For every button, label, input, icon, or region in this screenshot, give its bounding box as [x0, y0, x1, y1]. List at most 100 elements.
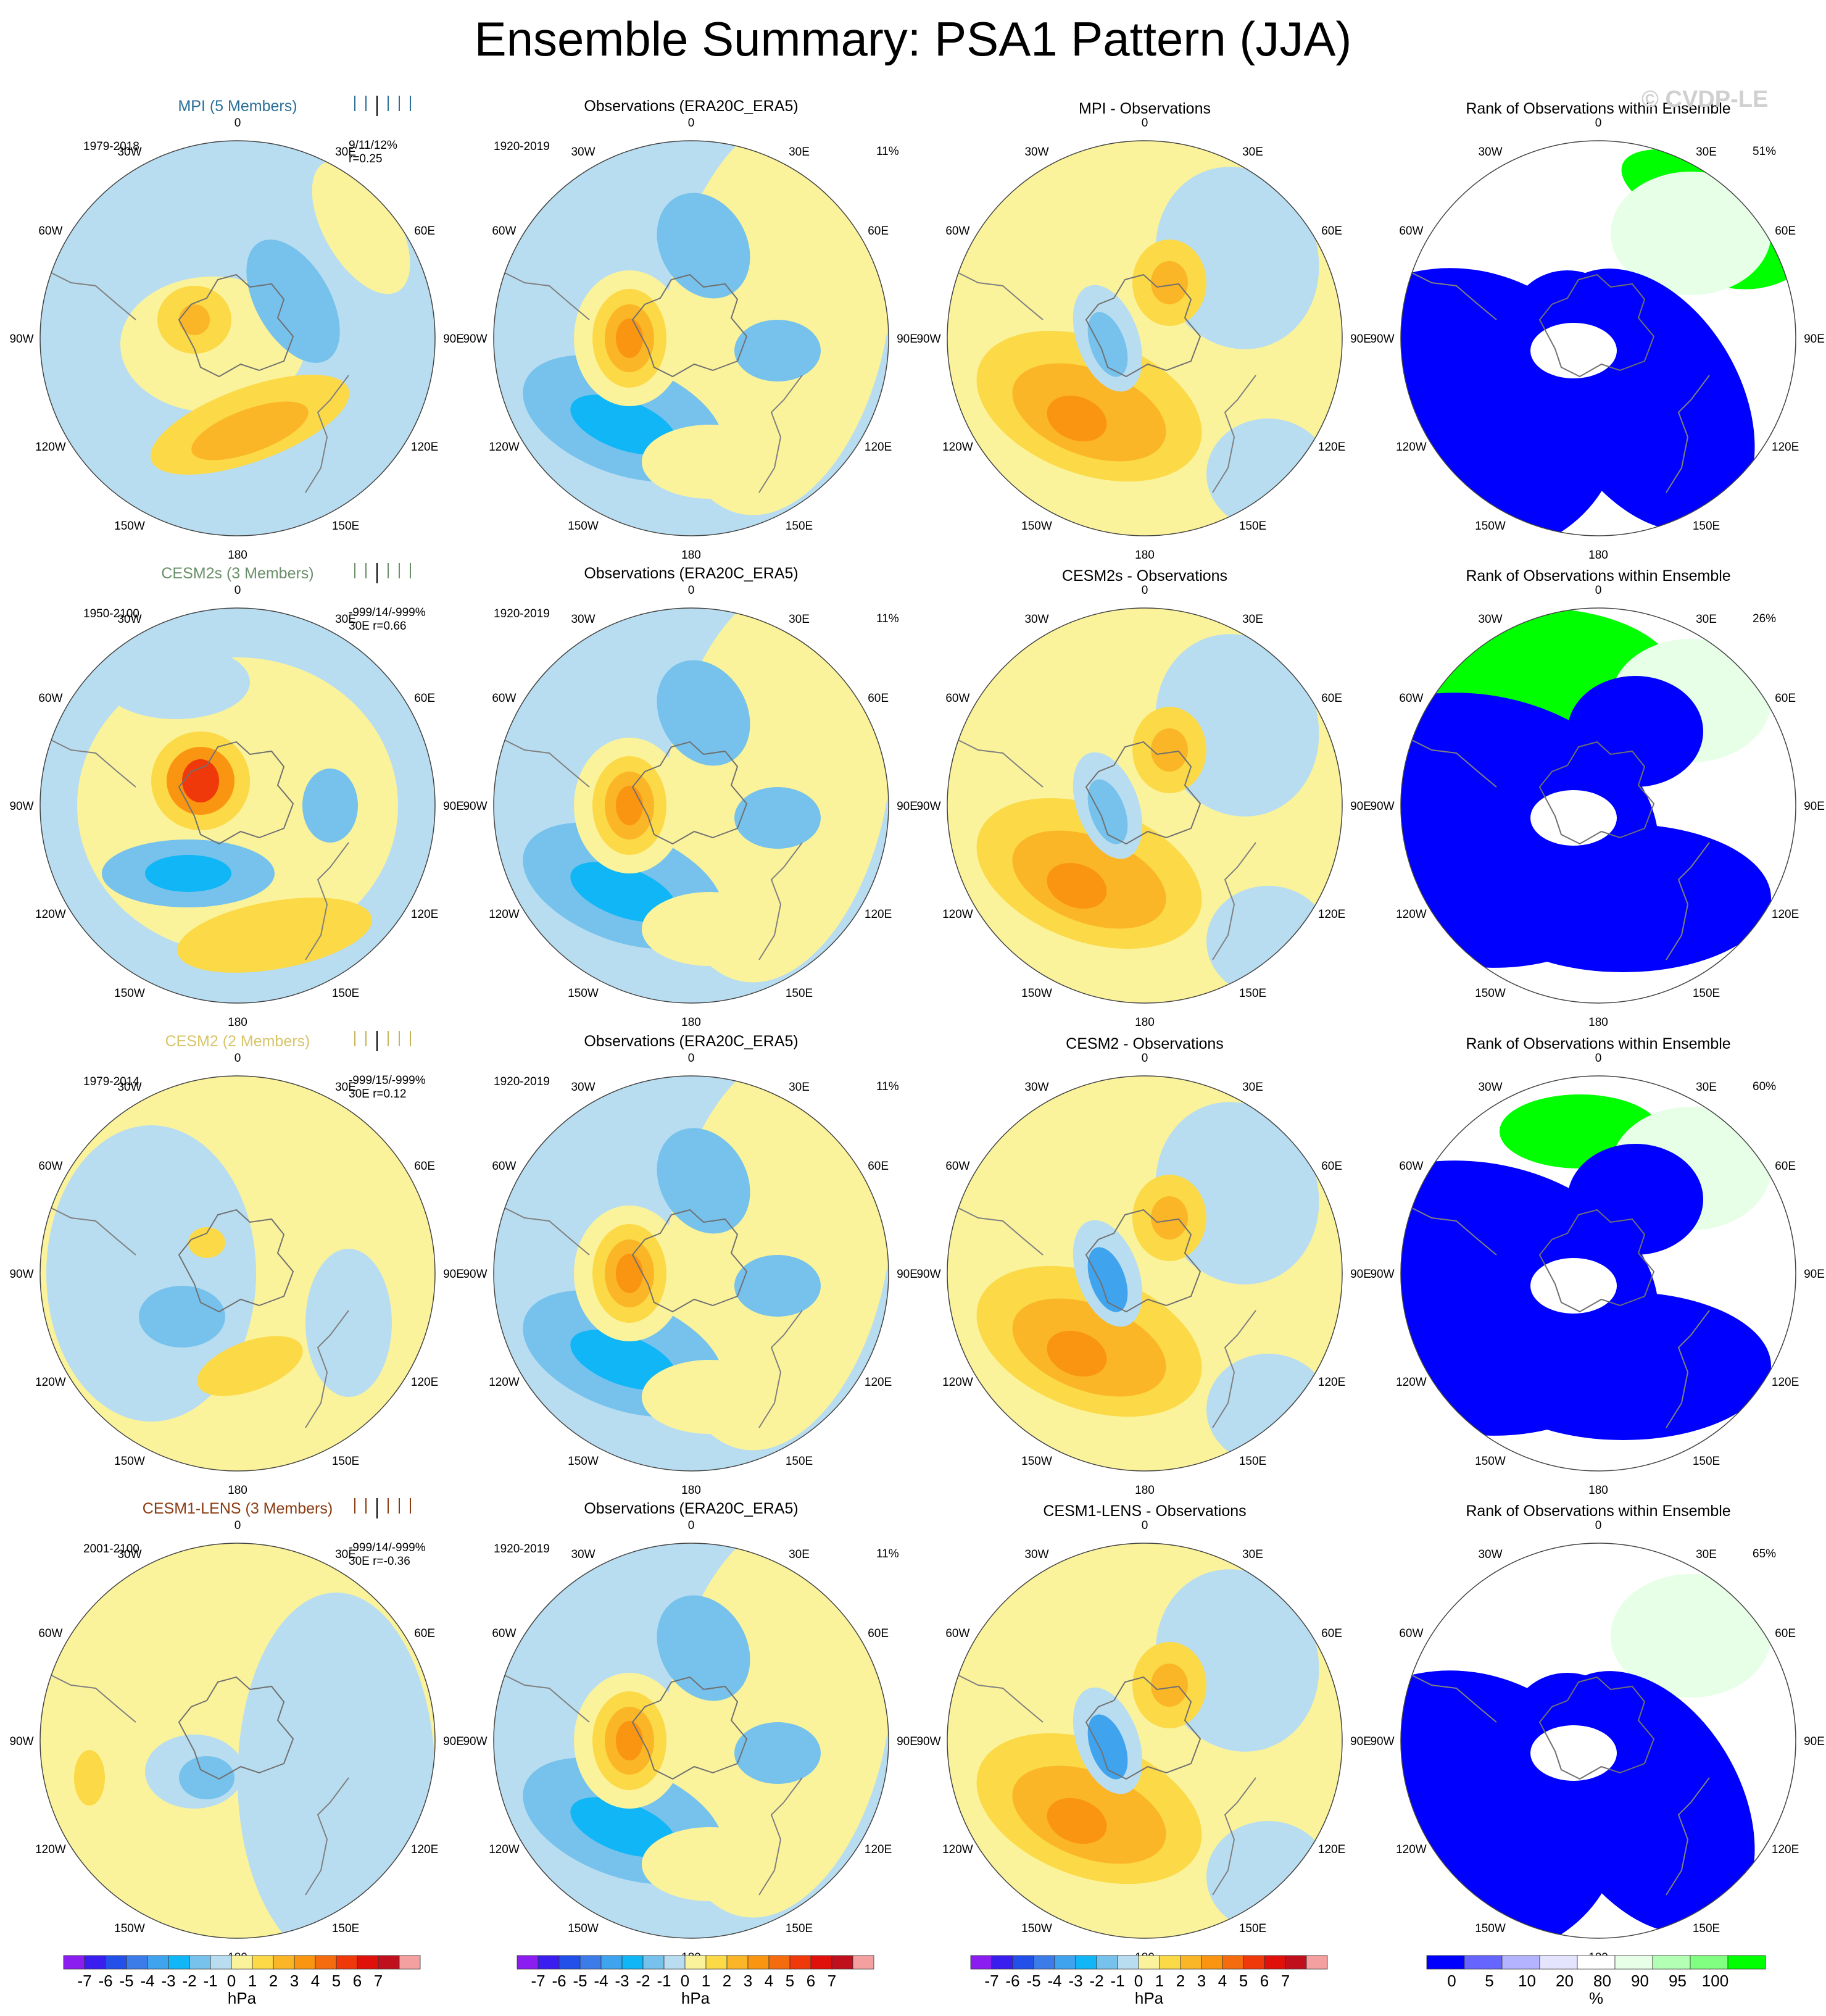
colorbar-swatch: [147, 1955, 169, 1970]
contour-region: [179, 304, 210, 335]
colorbar-swatch: [1285, 1955, 1307, 1970]
antarctica-coastline: [178, 1676, 294, 1780]
contour-region: [1530, 323, 1617, 378]
longitude-label-60E: 60E: [1775, 1160, 1796, 1173]
longitude-label-180: 180: [228, 1016, 247, 1029]
antarctica-coastline: [1538, 741, 1655, 845]
longitude-label-150W: 150W: [1021, 1455, 1052, 1468]
contour-region: [1530, 1258, 1617, 1314]
longitude-label-180: 180: [228, 549, 247, 562]
contour-region: [1206, 1821, 1330, 1932]
longitude-label-90E: 90E: [897, 800, 918, 813]
diff-map: [947, 608, 1342, 1003]
landmass-coastline: [758, 375, 803, 493]
longitude-label-0: 0: [688, 1052, 695, 1065]
colorbar-tick-label: -2: [636, 1972, 650, 1990]
rank-panel: 0 30E 60E 90E 120E 150E 180 150W 120W 90W 60W 30W Ra…: [1370, 567, 1824, 1029]
longitude-label-120E: 120E: [411, 441, 438, 454]
colorbar-tick-label: -2: [1089, 1972, 1103, 1990]
colorbar-swatch: [852, 1955, 874, 1970]
model-stats-ensemble: -999/14/-999%: [349, 606, 426, 619]
longitude-label-60W: 60W: [492, 1627, 516, 1640]
model-stats-correlation: 30E r=0.66: [349, 620, 407, 633]
contour-region: [642, 1827, 778, 1901]
colorbar-swatch: [810, 1955, 832, 1970]
map-border: [1400, 1075, 1796, 1472]
longitude-label-60W: 60W: [1399, 225, 1423, 238]
colorbar-tick-label: 4: [765, 1972, 773, 1990]
contour-region: [642, 1360, 778, 1434]
obs-map: [494, 141, 889, 536]
longitude-label-90E: 90E: [443, 1735, 464, 1748]
colorbar-swatch: [663, 1955, 686, 1970]
colorbar-tick-label: 7: [374, 1972, 383, 1990]
longitude-label-120W: 120W: [942, 1843, 973, 1856]
model-panel: 0 30E 60E 90E 120E 150E 180 150W 120W 90W 60W 30W CE…: [9, 1031, 464, 1497]
obs-panel: 030E60E90E120E150E180150W120W90W60W30WOb…: [463, 1500, 918, 1964]
landmass-coastline: [305, 375, 349, 493]
longitude-label-60E: 60E: [414, 692, 435, 705]
colorbar-swatch: [1426, 1955, 1465, 1970]
longitude-label-150E: 150E: [332, 987, 359, 1000]
peninsula-coastline: [40, 731, 136, 788]
colorbar-tick-label: -7: [77, 1972, 91, 1990]
colorbar-swatch: [399, 1955, 421, 1970]
longitude-label-60W: 60W: [945, 1160, 969, 1173]
colorbar-tick-label: -5: [573, 1972, 587, 1990]
contour-region: [657, 660, 750, 766]
colorbar-swatch: [537, 1955, 560, 1970]
contour-region: [197, 1336, 303, 1396]
longitude-label-180: 180: [681, 1484, 701, 1497]
antarctica-coastline: [178, 273, 294, 378]
longitude-label-120W: 120W: [35, 441, 66, 454]
colorbar-swatch: [1159, 1955, 1181, 1970]
diff-panel-title: CESM2 - Observations: [1066, 1035, 1224, 1052]
colorbar-tick-label: -7: [531, 1972, 545, 1990]
contour-region: [305, 1249, 392, 1397]
longitude-label-90W: 90W: [916, 1735, 940, 1748]
longitude-label-150W: 150W: [114, 520, 145, 533]
colorbar-swatch: [294, 1955, 316, 1970]
contour-region: [1530, 790, 1617, 846]
longitude-label-120W: 120W: [35, 1843, 66, 1856]
colorbar-swatch: [1614, 1955, 1653, 1970]
colorbar-swatch: [991, 1955, 1013, 1970]
longitude-label-120W: 120W: [1396, 1843, 1427, 1856]
longitude-label-0: 0: [1142, 584, 1148, 597]
contour-region: [179, 1756, 234, 1799]
longitude-label-90E: 90E: [897, 1735, 918, 1748]
diff-panel: 0 30E 60E 90E 120E 150E 180 150W 120W 90W 60W 30W MP…: [916, 100, 1371, 562]
longitude-label-120E: 120E: [1772, 1376, 1799, 1389]
rank-panel-title: Rank of Observations within Ensemble: [1466, 100, 1730, 117]
longitude-label-30W: 30W: [1024, 146, 1048, 159]
rank-map: [1401, 1076, 1796, 1471]
contour-region: [145, 855, 231, 892]
longitude-label-30W: 30W: [117, 146, 141, 159]
longitude-label-120W: 120W: [35, 1376, 66, 1389]
longitude-label-90W: 90W: [463, 800, 487, 813]
rank-pct: 65%: [1753, 1547, 1776, 1560]
colorbar-swatch: [1464, 1955, 1503, 1970]
peninsula-coastline: [947, 1199, 1044, 1256]
longitude-label-120W: 120W: [942, 441, 973, 454]
map-border: [39, 140, 436, 536]
contour-region: [616, 319, 643, 358]
rank-map: [1401, 608, 1796, 1003]
longitude-label-150E: 150E: [1693, 1922, 1720, 1935]
longitude-label-150W: 150W: [114, 1455, 145, 1468]
contour-region: [74, 1750, 105, 1806]
contour-region: [1206, 886, 1330, 997]
longitude-label-30E: 30E: [1696, 146, 1717, 159]
antarctica-coastline: [1085, 1676, 1201, 1780]
rank-pct: 60%: [1753, 1080, 1776, 1093]
longitude-label-120W: 120W: [1396, 441, 1427, 454]
longitude-label-90W: 90W: [1370, 800, 1394, 813]
model-panel-title: CESM2 (2 Members): [165, 1033, 310, 1050]
contour-region: [312, 160, 410, 294]
antarctica-coastline: [631, 741, 748, 845]
colorbar-swatch: [1096, 1955, 1118, 1970]
longitude-label-0: 0: [688, 584, 695, 597]
model-stats-ensemble: -999/14/-999%: [349, 1541, 426, 1554]
contour-region: [570, 1330, 676, 1390]
longitude-label-120W: 120W: [489, 441, 520, 454]
